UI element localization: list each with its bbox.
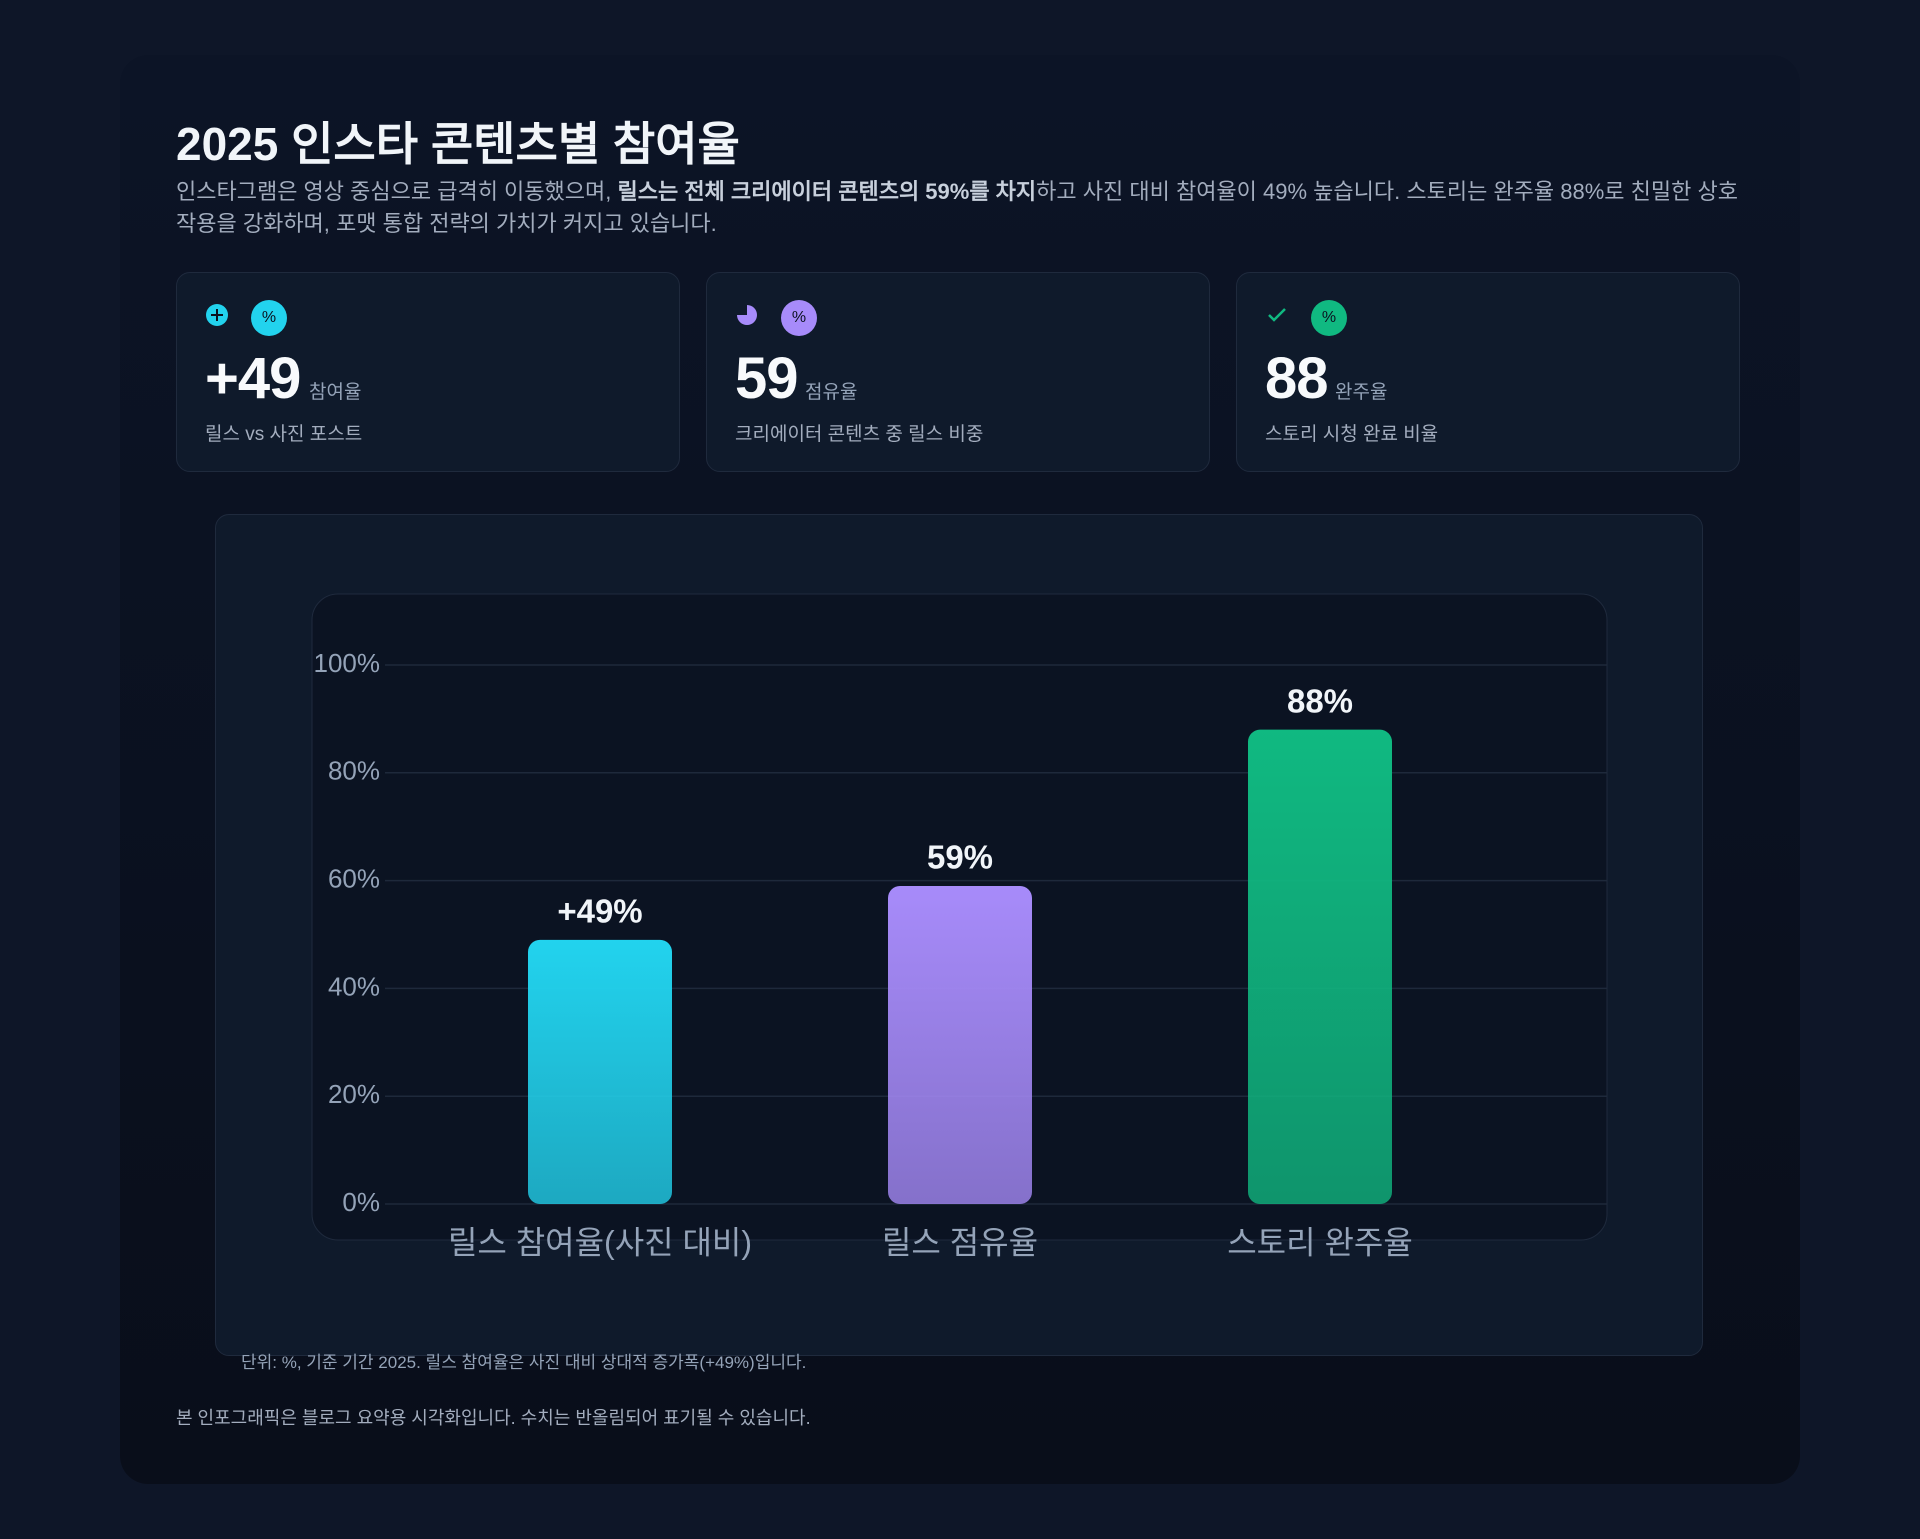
plus-icon [206, 304, 228, 326]
y-tick-label: 100% [314, 648, 381, 678]
kpi-caption: 스토리 시청 완료 비율 [1265, 424, 1439, 445]
bar [888, 885, 1032, 1204]
y-tick-label: 40% [328, 971, 380, 1001]
y-tick-label: 20% [328, 1079, 380, 1109]
kpi-card: % 59 점유율 크리에이터 콘텐츠 중 릴스 비중 [706, 272, 1210, 472]
badge: % [781, 300, 817, 336]
value-label: 59% [927, 839, 993, 876]
value-label: +49% [557, 893, 642, 930]
description: 인스타그램은 영상 중심으로 급격히 이동했으며, 릴스는 전체 크리에이터 콘… [176, 176, 1746, 240]
kpi-value: 59 [735, 346, 799, 411]
badge: % [251, 300, 287, 336]
y-tick-label: 60% [328, 863, 380, 893]
kpi-unit: 완주율 [1335, 382, 1388, 403]
pie-icon [737, 305, 757, 325]
kpi-value: +49 [205, 346, 301, 411]
x-tick-label: 릴스 점유율 [882, 1224, 1038, 1260]
description-text: 인스타그램은 영상 중심으로 급격히 이동했으며, [176, 179, 618, 204]
kpi-card: % +49 참여율 릴스 vs 사진 포스트 [176, 272, 680, 472]
kpi-card: % 88 완주율 스토리 시청 완료 비율 [1236, 272, 1740, 472]
bar [528, 939, 672, 1204]
kpi-caption: 릴스 vs 사진 포스트 [205, 424, 363, 445]
footer: 본 인포그래픽은 블로그 요약용 시각화입니다. 수치는 반올림되어 표기될 수… [176, 1408, 811, 1428]
kpi-value: 88 [1265, 346, 1329, 411]
check-icon [1268, 308, 1286, 322]
y-tick-label: 80% [328, 756, 380, 786]
value-label: 88% [1287, 682, 1353, 719]
description-text: 하고 사진 대비 참여율이 49% 높습니다. 스토리는 완주율 88%로 친밀… [176, 179, 1738, 236]
badge: % [1311, 300, 1347, 336]
kpi-unit: 점유율 [805, 382, 858, 403]
bar [1248, 729, 1392, 1204]
x-tick-label: 스토리 완주율 [1227, 1224, 1413, 1260]
x-tick-label: 릴스 참여율(사진 대비) [448, 1224, 752, 1260]
description-bold: 릴스는 전체 크리에이터 콘텐츠의 59%를 차지 [617, 179, 1037, 204]
title: 2025 인스타 콘텐츠별 참여율 [176, 118, 740, 170]
chart-note: 단위: %, 기준 기간 2025. 릴스 참여율은 사진 대비 상대적 증가폭… [241, 1353, 807, 1372]
y-tick-label: 0% [342, 1187, 380, 1217]
kpi-caption: 크리에이터 콘텐츠 중 릴스 비중 [735, 424, 984, 445]
kpi-unit: 참여율 [309, 382, 362, 403]
